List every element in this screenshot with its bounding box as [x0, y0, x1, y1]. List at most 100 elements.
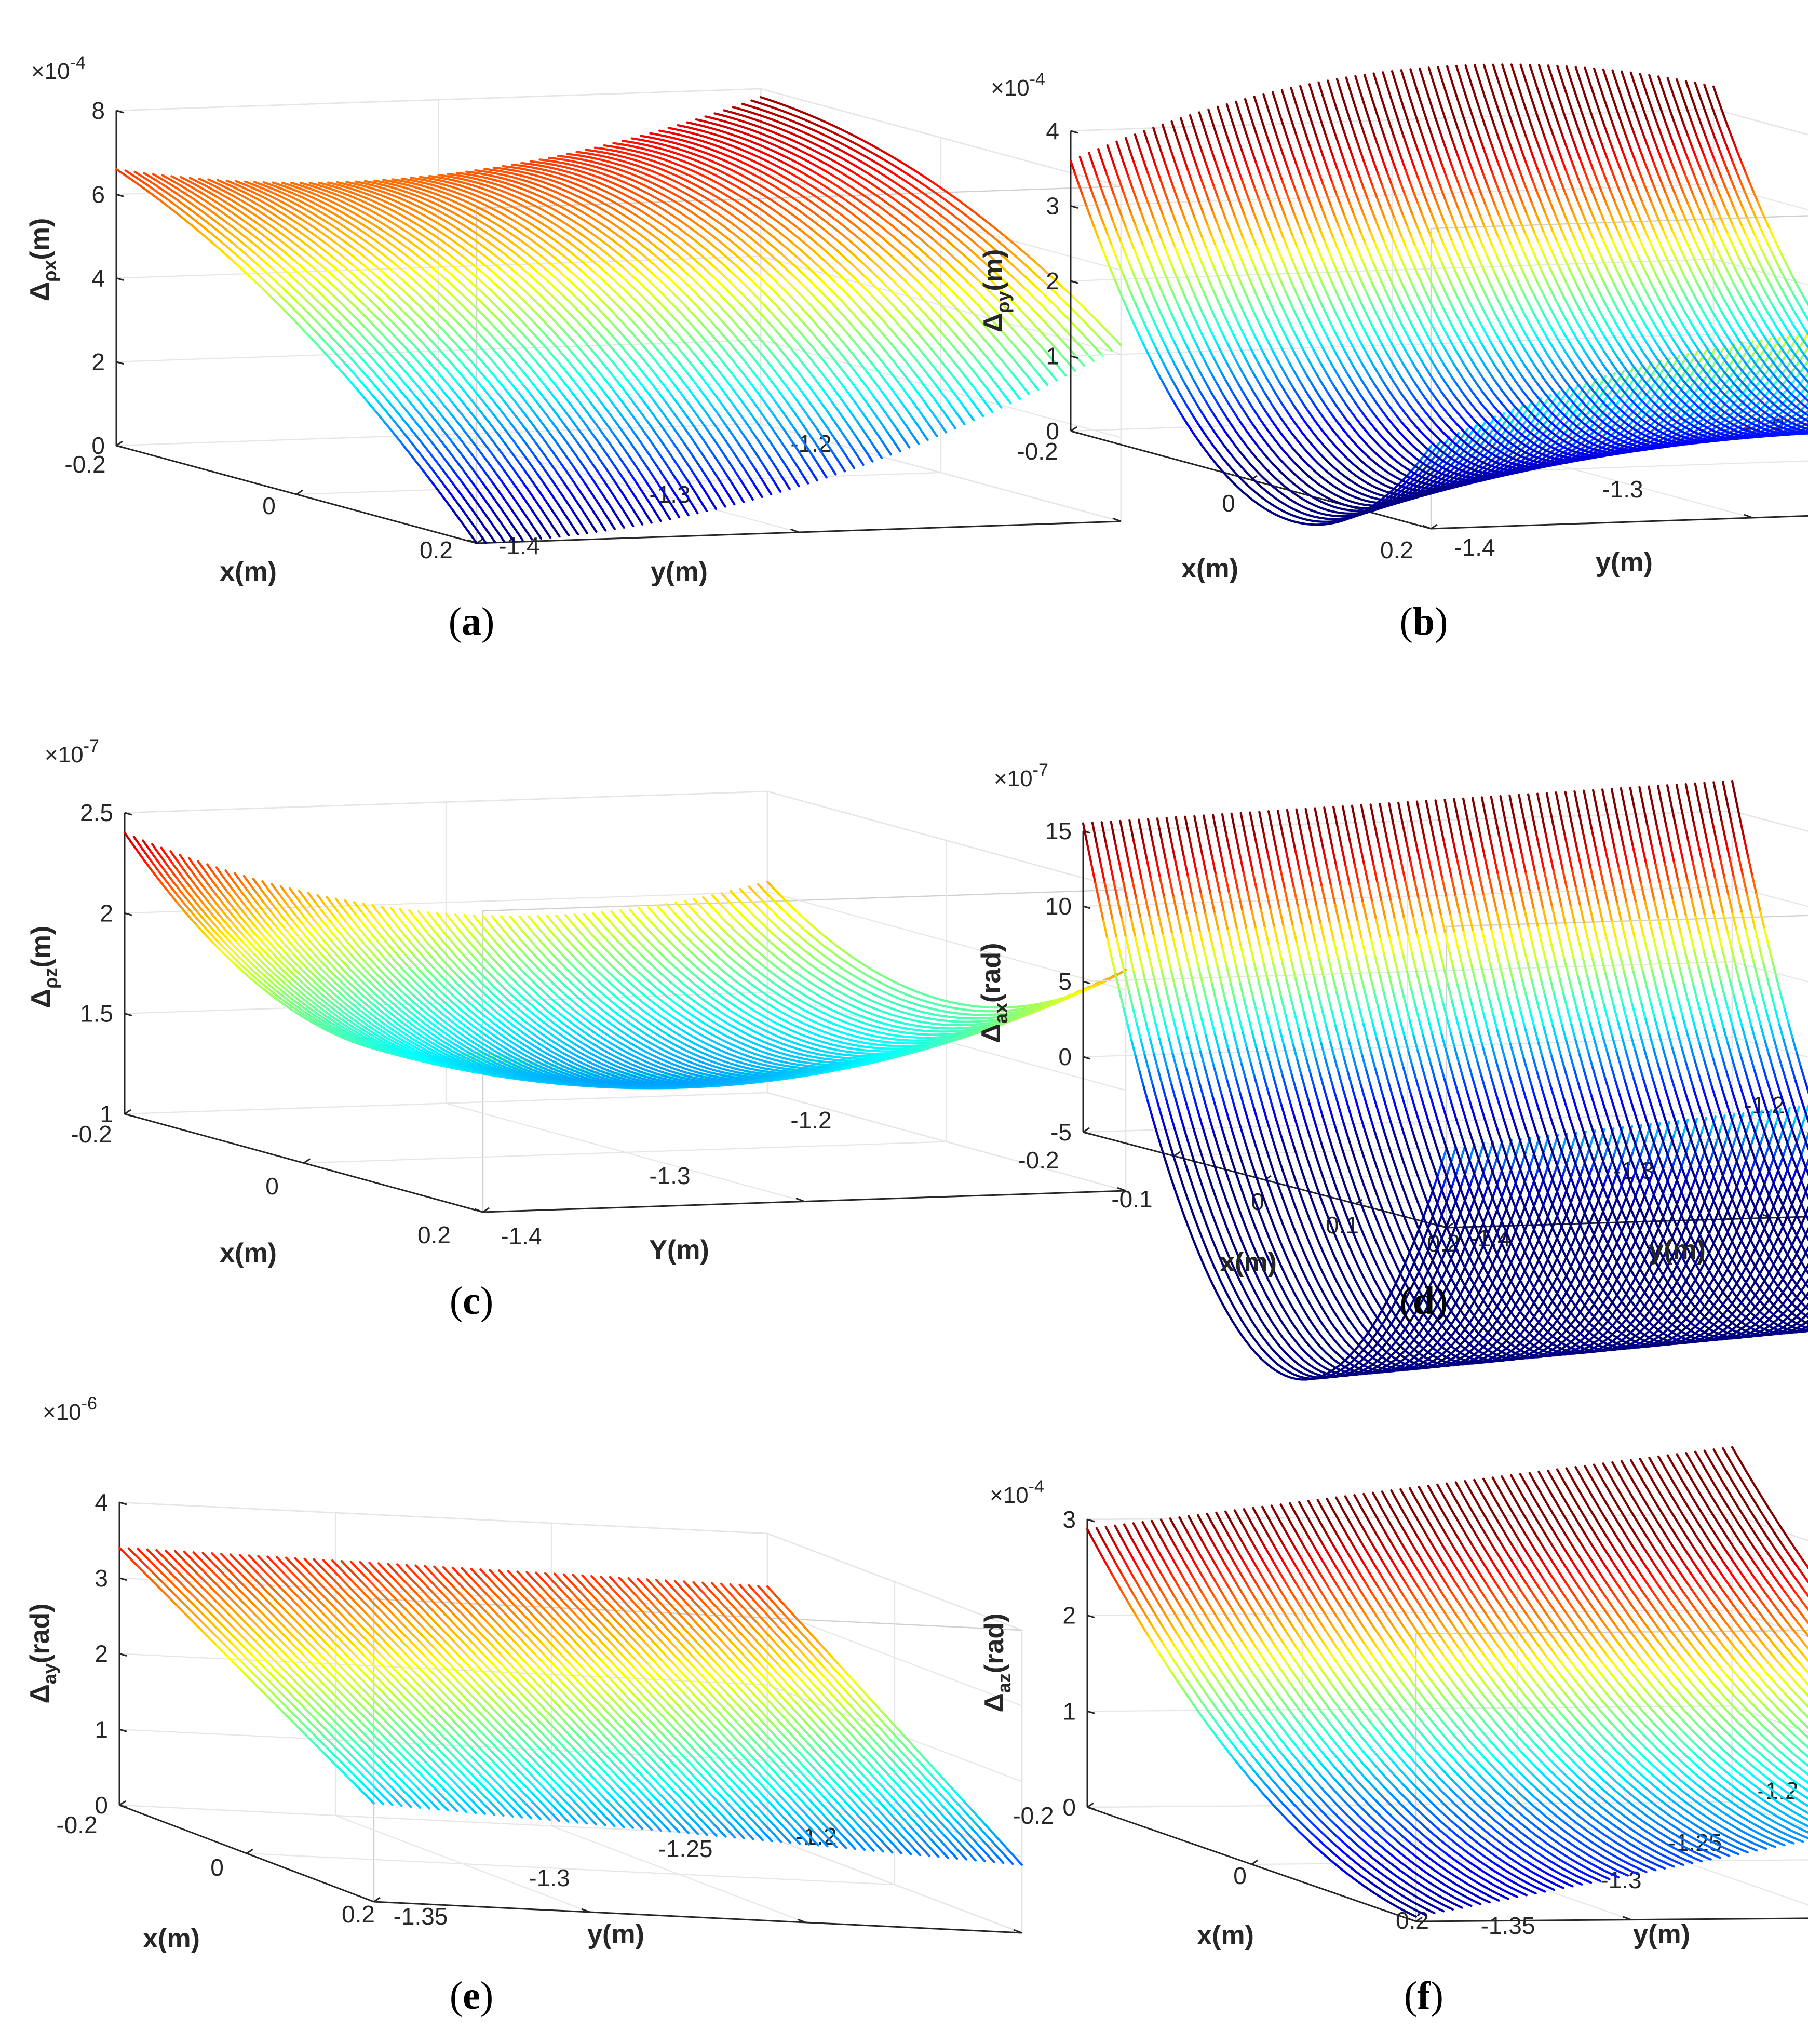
surface-mesh-segment [616, 500, 623, 508]
surface-mesh-segment [505, 515, 512, 524]
surface-mesh-segment [475, 459, 481, 466]
surface-mesh-segment [643, 494, 650, 503]
surface-mesh-segment [768, 456, 775, 465]
surface-mesh-segment [845, 454, 852, 463]
surface-mesh-segment [456, 461, 463, 469]
surface-mesh-segment [480, 535, 487, 544]
surface-mesh-segment [478, 464, 485, 472]
surface-mesh-segment [474, 513, 480, 521]
surface-mesh-segment [808, 466, 815, 476]
z-tick-label: 4 [91, 265, 105, 292]
surface-mesh-segment [746, 455, 752, 464]
surface-mesh-segment [500, 522, 507, 531]
surface-mesh-segment [617, 486, 624, 494]
surface-mesh-segment [774, 448, 780, 456]
surface-mesh-segment [771, 478, 778, 487]
surface-mesh-segment [471, 536, 478, 545]
surface-mesh-segment [763, 465, 770, 474]
surface-mesh-segment [570, 507, 576, 516]
surface-mesh-segment [596, 517, 603, 526]
surface-mesh-segment [950, 421, 957, 430]
surface-mesh-segment [701, 503, 708, 513]
surface-mesh-segment [459, 478, 466, 487]
surface-mesh-segment [608, 487, 614, 496]
surface-mesh-segment [725, 490, 732, 499]
surface-mesh-segment [578, 519, 585, 528]
surface-mesh-segment [740, 464, 747, 473]
surface-mesh-segment [841, 448, 847, 457]
surface-mesh-segment [709, 465, 716, 474]
y-floor-grid-line [438, 434, 799, 533]
surface-mesh-segment [638, 502, 645, 512]
surface-mesh-segment [698, 482, 705, 491]
surface-mesh-segment [501, 509, 508, 518]
z-tick [116, 277, 124, 281]
surface-mesh-segment [431, 482, 438, 490]
surface-mesh-segment [597, 503, 604, 512]
surface-mesh-segment [762, 480, 768, 489]
surface-mesh-segment [491, 480, 497, 489]
surface-mesh-segment [745, 470, 751, 479]
surface-mesh-segment [754, 467, 761, 477]
surface-mesh-segment [683, 507, 690, 517]
surface-mesh-segment [460, 466, 467, 475]
surface-mesh-segment [737, 458, 744, 467]
y-floor-grid-line [760, 423, 1122, 522]
surface-mesh-segment [849, 461, 856, 469]
surface-mesh-segment [716, 492, 723, 502]
surface-mesh-segment [734, 488, 741, 497]
surface-mesh-segment [476, 488, 483, 496]
surface-mesh-segment [772, 462, 779, 472]
surface-mesh-segment [451, 508, 458, 517]
surface-mesh-segment [466, 501, 473, 509]
surface-mesh-segment [564, 515, 571, 523]
z-tick-label: 6 [91, 181, 105, 208]
surface-mesh-segment [804, 460, 811, 469]
z-tick [116, 110, 124, 114]
surface-mesh-segment [776, 468, 783, 478]
surface-mesh-segment [484, 500, 491, 508]
surface-mesh-segment [444, 486, 451, 494]
surface-mesh-segment [515, 515, 521, 523]
surface-mesh-segment [554, 529, 561, 538]
surface-mesh-segment [708, 480, 714, 489]
surface-mesh-segment [646, 515, 653, 524]
surface-mesh-segment [642, 508, 649, 518]
x-tick [116, 440, 123, 447]
surface-mesh-segment [444, 446, 451, 453]
surface-mesh-segment [456, 502, 463, 510]
surface-mesh-segment [781, 460, 788, 468]
surface-mesh-segment [622, 478, 629, 487]
surface-mesh-segment [464, 472, 471, 480]
surface-mesh-segment [624, 512, 630, 521]
surface-mesh-segment [434, 459, 440, 466]
surface-mesh-segment [813, 458, 820, 466]
surface-mesh-segment [485, 487, 492, 495]
surface-mesh-segment [433, 470, 439, 478]
surface-mesh-segment [455, 473, 462, 481]
surface-mesh-segment [485, 529, 492, 538]
surface-mesh-segment [789, 472, 796, 481]
surface-mesh-segment [492, 510, 499, 519]
surface-mesh-segment [510, 508, 517, 517]
surface-mesh-segment [637, 517, 644, 526]
surface-mesh-segment [867, 454, 874, 463]
surface-mesh-segment [442, 469, 449, 477]
surface-mesh-segment [700, 467, 707, 476]
surface-mesh-segment [876, 451, 883, 460]
surface-mesh-segment [904, 440, 911, 449]
surface-mesh-segment [674, 509, 681, 519]
y-tick [790, 528, 800, 533]
surface-mesh-segment [481, 481, 488, 490]
surface-mesh-segment [799, 469, 805, 478]
surface-mesh-segment [707, 494, 713, 504]
surface-mesh-segment [611, 507, 617, 516]
surface-mesh-segment [437, 475, 443, 483]
surface-mesh-segment [941, 425, 948, 434]
surface-mesh-segment [574, 513, 581, 522]
surface-mesh-segment [618, 520, 625, 529]
surface-mesh-segment [730, 481, 737, 490]
surface-mesh-segment [569, 521, 575, 530]
surface-mesh-segment [527, 532, 533, 541]
surface-mesh-segment [506, 503, 513, 512]
